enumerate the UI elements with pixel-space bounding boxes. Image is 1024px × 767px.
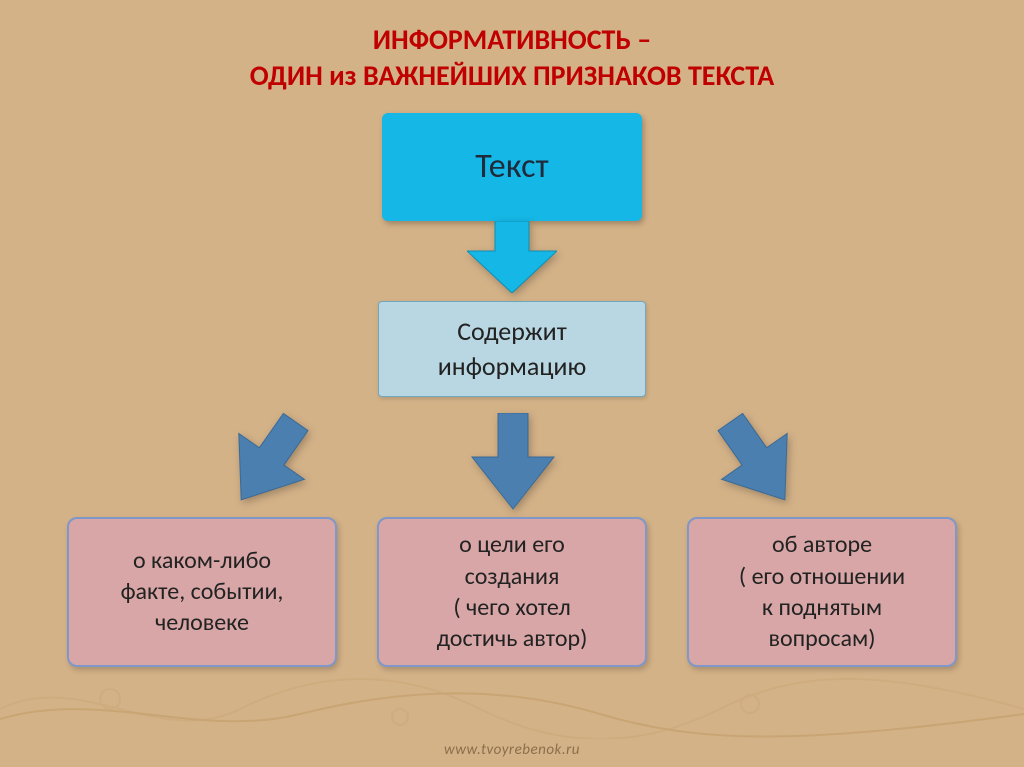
leaf-3-line-4: вопросам): [768, 623, 875, 654]
arrow-right-icon: [704, 413, 814, 513]
slide-title: ИНФОРМАТИВНОСТЬ – ОДИН из ВАЖНЕЙШИХ ПРИЗ…: [250, 22, 774, 95]
arrow-left-icon: [212, 413, 322, 513]
mid-box-line-2: информацию: [438, 349, 586, 384]
leaf-2-line-4: достичь автор): [437, 623, 588, 654]
leaf-3-line-1: об авторе: [772, 529, 872, 560]
leaf-2-line-2: создания: [465, 561, 560, 592]
leaf-1-line-3: человеке: [155, 607, 249, 638]
mid-box: Содержит информацию: [378, 301, 646, 397]
leaf-box-3: об авторе ( его отношении к поднятым воп…: [687, 517, 957, 667]
slide: ИНФОРМАТИВНОСТЬ – ОДИН из ВАЖНЕЙШИХ ПРИЗ…: [0, 0, 1024, 767]
title-line-1: ИНФОРМАТИВНОСТЬ –: [250, 22, 774, 58]
leaf-box-1: о каком-либо факте, событии, человеке: [67, 517, 337, 667]
leaf-3-line-3: к поднятым: [762, 592, 882, 623]
mid-box-line-1: Содержит: [457, 314, 567, 349]
decorative-swirl-icon: [0, 659, 1024, 739]
down-arrow-icon: [467, 221, 557, 293]
arrows-row: [152, 407, 872, 517]
arrow-center-icon: [468, 413, 558, 513]
bottom-row: о каком-либо факте, событии, человеке о …: [0, 517, 1024, 667]
leaf-1-line-2: факте, событии,: [121, 576, 284, 607]
leaf-2-line-3: ( чего хотел: [453, 592, 570, 623]
top-box-label: Текст: [475, 146, 548, 187]
leaf-2-line-1: о цели его: [459, 529, 565, 560]
footer-url: www.tvoyrebenok.ru: [0, 741, 1024, 759]
leaf-box-2: о цели его создания ( чего хотел достичь…: [377, 517, 647, 667]
leaf-3-line-2: ( его отношении: [739, 561, 905, 592]
leaf-1-line-1: о каком-либо: [133, 545, 271, 576]
title-line-2: ОДИН из ВАЖНЕЙШИХ ПРИЗНАКОВ ТЕКСТА: [250, 58, 774, 94]
top-box: Текст: [382, 113, 642, 221]
